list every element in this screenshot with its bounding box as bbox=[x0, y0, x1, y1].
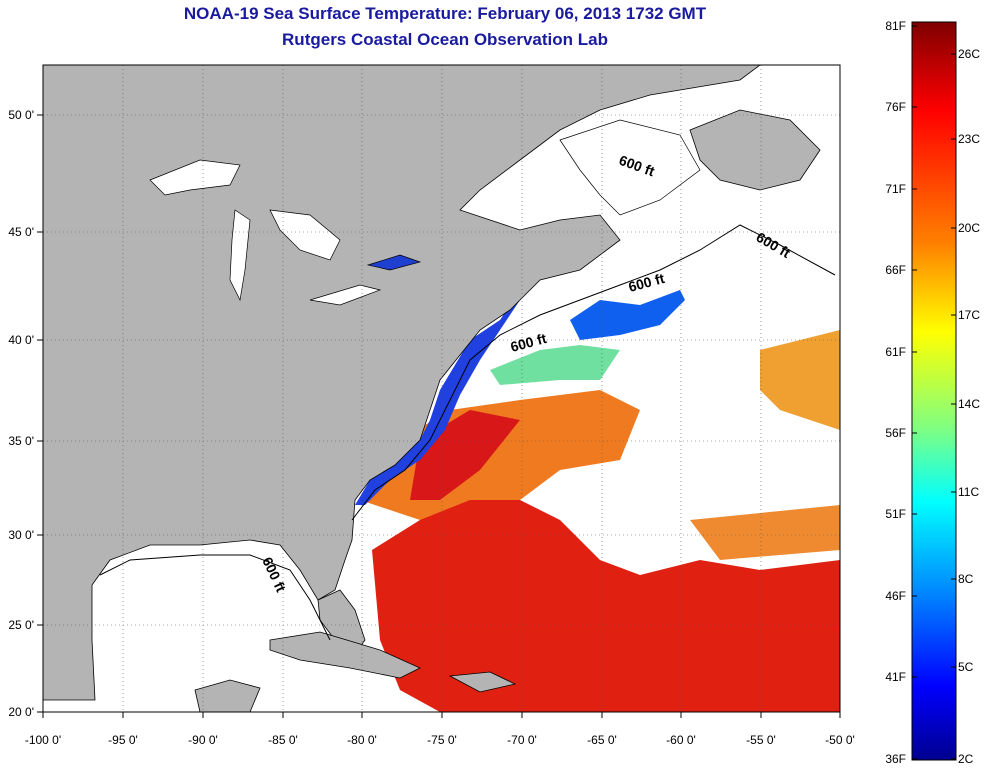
colorbar-f-label: 66F bbox=[885, 263, 906, 277]
latitude-axis: 20 0' 25 0' 30 0' 35 0' 40 0' 45 0' 50 0' bbox=[8, 108, 43, 719]
colorbar-f-label: 46F bbox=[885, 589, 906, 603]
lon-tick-label: -60 0' bbox=[666, 733, 696, 747]
colorbar-f-label: 61F bbox=[885, 345, 906, 359]
colorbar-c-label: 5C bbox=[958, 660, 974, 674]
lon-tick-label: -65 0' bbox=[587, 733, 617, 747]
sst-east-orange-2 bbox=[690, 505, 840, 560]
colorbar-f-label: 81F bbox=[885, 19, 906, 33]
sst-east-orange bbox=[760, 330, 840, 430]
colorbar-c-label: 2C bbox=[958, 752, 974, 766]
cuba bbox=[269, 631, 421, 679]
colorbar-c-label: 11C bbox=[958, 485, 979, 499]
lat-tick-label: 20 0' bbox=[8, 705, 34, 719]
colorbar-c-label: 23C bbox=[958, 132, 980, 146]
lon-tick-label: -85 0' bbox=[268, 733, 298, 747]
contour-600ft-gulf bbox=[99, 554, 331, 641]
lon-tick-label: -95 0' bbox=[108, 733, 138, 747]
colorbar-fahrenheit-labels: 81F 76F 71F 66F 61F 56F 51F 46F 41F 36F bbox=[885, 19, 917, 766]
lon-tick-label: -75 0' bbox=[427, 733, 457, 747]
lat-tick-label: 25 0' bbox=[8, 618, 34, 632]
lake-erie bbox=[309, 284, 382, 306]
colorbar-c-label: 20C bbox=[958, 221, 980, 235]
colorbar-c-label: 8C bbox=[958, 572, 974, 586]
lake-michigan-huron bbox=[229, 209, 341, 302]
lon-tick-label: -70 0' bbox=[507, 733, 537, 747]
lat-tick-label: 30 0' bbox=[8, 528, 34, 542]
colorbar-c-label: 26C bbox=[958, 47, 980, 61]
lat-tick-label: 35 0' bbox=[8, 434, 34, 448]
lat-tick-label: 45 0' bbox=[8, 225, 34, 239]
sst-green-band bbox=[490, 345, 620, 385]
map-subtitle: Rutgers Coastal Ocean Observation Lab bbox=[282, 30, 608, 49]
colorbar-f-label: 51F bbox=[885, 507, 906, 521]
colorbar-f-label: 56F bbox=[885, 426, 906, 440]
colorbar-c-label: 14C bbox=[958, 397, 980, 411]
nova-scotia-newfoundland bbox=[689, 109, 821, 191]
lon-tick-label: -80 0' bbox=[347, 733, 377, 747]
yucatan bbox=[194, 679, 261, 712]
lat-tick-label: 50 0' bbox=[8, 108, 34, 122]
lake-superior bbox=[149, 159, 241, 196]
hispaniola bbox=[448, 671, 517, 693]
gulf-st-lawrence bbox=[559, 119, 701, 216]
colorbar-celsius-labels: 26C 23C 20C 17C 14C 11C 8C 5C 2C bbox=[951, 47, 980, 766]
lat-tick-label: 40 0' bbox=[8, 333, 34, 347]
colorbar-f-label: 76F bbox=[885, 100, 906, 114]
sst-blue-patch bbox=[570, 290, 685, 340]
lon-tick-label: -100 0' bbox=[25, 733, 61, 747]
lake-ontario bbox=[366, 254, 422, 271]
longitude-axis: -100 0' -95 0' -90 0' -85 0' -80 0' -75 0' -70… bbox=[25, 712, 855, 747]
contour-600ft-atlantic bbox=[351, 224, 836, 521]
lon-tick-label: -55 0' bbox=[746, 733, 776, 747]
colorbar-f-label: 41F bbox=[885, 670, 906, 684]
colorbar-f-label: 71F bbox=[885, 182, 906, 196]
colorbar-f-label: 36F bbox=[885, 752, 906, 766]
sst-warm-region bbox=[372, 480, 840, 712]
sst-cold-coastal-band bbox=[355, 250, 545, 505]
lon-tick-label: -50 0' bbox=[825, 733, 855, 747]
map-title: NOAA-19 Sea Surface Temperature: Februar… bbox=[183, 4, 707, 23]
colorbar bbox=[911, 21, 957, 761]
north-america-land bbox=[43, 65, 761, 701]
lon-tick-label: -90 0' bbox=[188, 733, 218, 747]
graticule bbox=[43, 65, 840, 712]
colorbar-c-label: 17C bbox=[958, 308, 980, 322]
